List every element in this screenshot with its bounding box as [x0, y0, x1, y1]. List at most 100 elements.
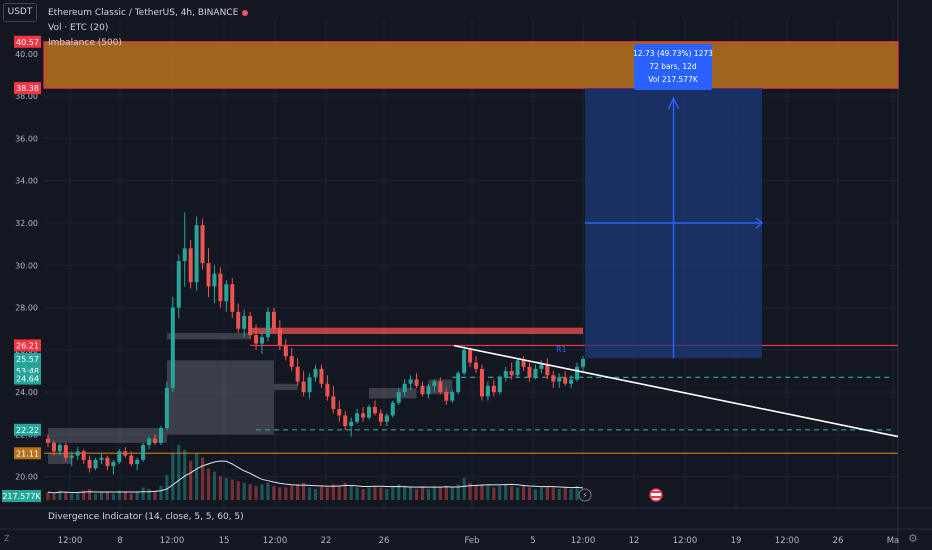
volume-bar: [527, 487, 532, 500]
volume-bar: [272, 485, 276, 500]
price-label-badge: [14, 447, 41, 460]
volume-bar: [159, 485, 163, 500]
volume-bar: [331, 484, 335, 500]
candle-body: [456, 373, 461, 393]
price-label-text: 21.11: [16, 449, 39, 458]
volume-bar: [200, 457, 205, 500]
y-tick-label: 34.00: [15, 177, 38, 186]
volume-bar: [64, 492, 68, 500]
candle-body: [117, 451, 122, 462]
volume-bar: [492, 487, 496, 500]
candle-body: [515, 360, 520, 376]
price-label-text: 38.38: [16, 84, 39, 93]
volume-bar: [468, 482, 472, 500]
volume-bar: [99, 492, 104, 500]
volume-bar: [563, 487, 567, 500]
volume-bar: [183, 449, 187, 500]
volume-bar: [432, 485, 436, 500]
symbol-title-text: Ethereum Classic / TetherUS, 4h, BINANCE: [48, 8, 239, 18]
x-tick-label: Ma: [887, 536, 900, 546]
imbalance-box: [166, 332, 251, 340]
settings-gear-icon[interactable]: ⚙: [908, 532, 918, 545]
x-tick-label: 19: [731, 536, 742, 546]
y-tick-label: 20.00: [15, 473, 38, 482]
candle-body: [158, 428, 163, 443]
y-tick-label: 32.00: [15, 219, 38, 228]
candle-body: [485, 385, 490, 397]
indicator-volume[interactable]: Vol · ETC (20): [48, 23, 109, 33]
candle-body: [260, 337, 264, 344]
candle-body: [283, 345, 288, 357]
volume-ma-line: [47, 460, 584, 494]
measure-tooltip-line: 12.73 (49.73%) 1273: [633, 49, 713, 58]
x-tick-label: 26: [379, 536, 390, 546]
supply-zone: [43, 41, 899, 89]
x-tick-label: 5: [530, 536, 535, 546]
candle-body: [462, 349, 467, 374]
measure-tooltip-line: 72 bars, 12d: [649, 62, 697, 71]
indicator-imbalance[interactable]: Imbalance (500): [48, 38, 122, 48]
candle-body: [248, 316, 253, 336]
candle-body: [301, 381, 306, 393]
candle-body: [468, 349, 473, 363]
price-label-badge: [14, 339, 41, 352]
volume-bar: [391, 485, 395, 500]
candle-body: [426, 385, 431, 395]
volume-bar: [177, 445, 181, 500]
volume-bar: [319, 485, 324, 500]
volume-bar: [313, 489, 318, 500]
volume-bar: [516, 487, 520, 500]
volume-bar: [230, 479, 234, 500]
volume-bar: [349, 485, 353, 500]
candle-body: [111, 461, 116, 467]
volume-bar: [450, 487, 454, 500]
divergence-indicator-label[interactable]: Divergence Indicator (14, close, 5, 5, 6…: [48, 512, 244, 522]
x-tick-label: 15: [219, 536, 230, 546]
currency-button[interactable]: USDT: [3, 3, 37, 22]
price-label-badge: [14, 372, 41, 385]
candle-body: [521, 360, 526, 367]
x-tick-label: 12:00: [673, 536, 698, 546]
candle-body: [390, 402, 395, 416]
volume-bar: [236, 481, 240, 500]
candle-body: [575, 366, 580, 380]
candle-body: [474, 362, 478, 369]
scale-button[interactable]: Z: [4, 534, 10, 543]
volume-bar: [486, 485, 490, 500]
volume-bar: [70, 493, 74, 500]
candle-body: [378, 413, 383, 422]
candle-body: [414, 379, 419, 386]
candle-body: [170, 307, 175, 388]
volume-bar: [456, 484, 460, 500]
price-label-badge: [14, 82, 41, 95]
chart-legend: Ethereum Classic / TetherUS, 4h, BINANCE…: [48, 6, 249, 51]
candle-body: [254, 335, 259, 344]
candle-body: [81, 451, 86, 460]
volume-bar: [147, 489, 151, 500]
volume-bar: [539, 487, 543, 500]
candle-body: [69, 455, 74, 458]
volume-bar: [248, 484, 252, 500]
candle-body: [200, 225, 205, 264]
candle-body: [218, 273, 223, 302]
candle-body: [545, 364, 550, 376]
volume-bar: [373, 485, 377, 500]
candle-body: [271, 311, 276, 329]
symbol-title[interactable]: Ethereum Classic / TetherUS, 4h, BINANCE: [48, 6, 249, 21]
candle-body: [420, 385, 425, 395]
candle-body: [206, 263, 211, 287]
candle-body: [539, 364, 544, 369]
candle-body: [331, 396, 336, 410]
candle-body: [57, 445, 62, 452]
trendline: [453, 344, 899, 438]
market-status-icon: [242, 9, 249, 16]
volume-bar: [129, 493, 133, 500]
volume-bar: [141, 487, 145, 500]
arrow-right-icon: [755, 217, 764, 229]
candle-body: [123, 451, 128, 456]
x-tick-label: 12:00: [775, 536, 800, 546]
candle-body: [533, 368, 538, 378]
candle-body: [141, 445, 146, 460]
volume-bar: [76, 492, 80, 500]
